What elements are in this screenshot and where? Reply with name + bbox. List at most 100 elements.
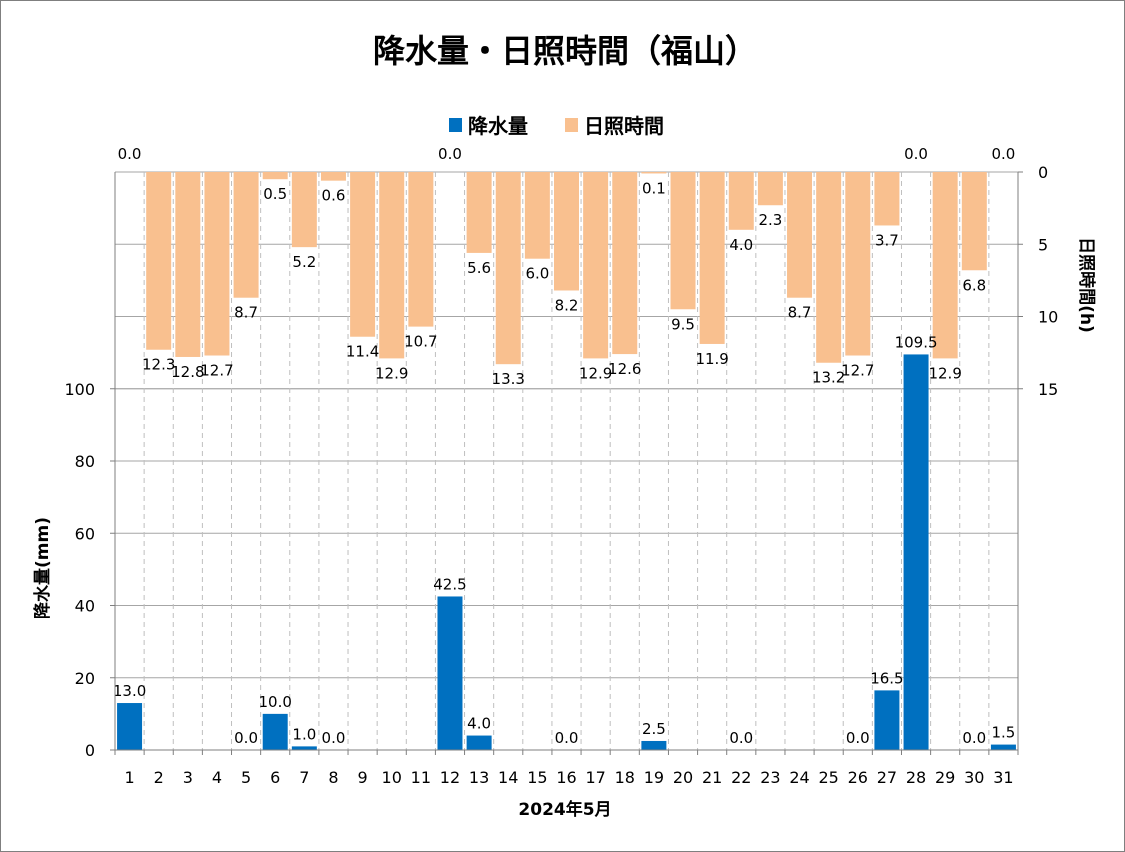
x-tick-label: 24 xyxy=(789,768,809,787)
sunshine-bar xyxy=(146,172,172,350)
sunshine-bar xyxy=(466,172,492,253)
sunshine-value-label: 9.5 xyxy=(671,315,695,333)
x-tick-label: 31 xyxy=(993,768,1013,787)
sunshine-value-label: 0.0 xyxy=(904,145,928,163)
legend-label-sun: 日照時間 xyxy=(584,114,664,138)
legend-label-rain: 降水量 xyxy=(468,114,528,138)
left-tick-label: 80 xyxy=(75,452,95,471)
x-tick-label: 16 xyxy=(556,768,576,787)
sunshine-bar xyxy=(728,172,754,230)
sunshine-bar xyxy=(175,172,201,357)
sunshine-bar xyxy=(291,172,317,248)
sunshine-bar xyxy=(641,172,667,174)
sunshine-bar xyxy=(612,172,638,355)
precipitation-value-label: 0.0 xyxy=(729,729,753,747)
precipitation-bar xyxy=(437,596,463,750)
precipitation-value-label: 4.0 xyxy=(467,715,491,733)
x-tick-label: 14 xyxy=(498,768,518,787)
right-axis-title: 日照時間(h) xyxy=(1076,237,1097,333)
sunshine-value-label: 3.7 xyxy=(875,231,899,249)
data-labels: 0.012.312.812.78.70.55.20.611.412.910.70… xyxy=(113,145,1016,747)
sunshine-value-label: 0.0 xyxy=(118,145,142,163)
precipitation-value-label: 0.0 xyxy=(962,729,986,747)
sunshine-value-label: 12.6 xyxy=(608,360,641,378)
sunshine-bar xyxy=(787,172,813,298)
sunshine-value-label: 12.9 xyxy=(375,364,408,382)
left-axis-title: 降水量(mm) xyxy=(32,517,53,619)
right-tick-label: 5 xyxy=(1038,235,1048,254)
sunshine-value-label: 6.0 xyxy=(525,265,549,283)
sunshine-value-label: 5.6 xyxy=(467,259,491,277)
x-tick-label: 11 xyxy=(411,768,431,787)
x-tick-label: 30 xyxy=(964,768,984,787)
sunshine-bar xyxy=(320,172,346,181)
sunshine-value-label: 0.1 xyxy=(642,179,666,197)
x-tick-label: 9 xyxy=(358,768,368,787)
sunshine-value-label: 0.0 xyxy=(438,145,462,163)
x-tick-label: 2 xyxy=(154,768,164,787)
x-tick-label: 15 xyxy=(527,768,547,787)
sunshine-bar xyxy=(583,172,609,359)
precipitation-value-label: 0.0 xyxy=(234,729,258,747)
sunshine-bar xyxy=(524,172,550,259)
x-axis-title: 2024年5月 xyxy=(518,799,611,820)
x-tick-label: 28 xyxy=(906,768,926,787)
x-tick-label: 26 xyxy=(848,768,868,787)
legend-swatch-sun xyxy=(565,118,578,132)
legend-swatch-rain xyxy=(449,118,462,132)
sunshine-value-label: 11.9 xyxy=(695,350,728,368)
chart-title: 降水量・日照時間（福山） xyxy=(373,32,757,70)
x-tick-label: 27 xyxy=(877,768,897,787)
sunshine-value-label: 12.7 xyxy=(200,362,233,380)
sunshine-value-label: 12.9 xyxy=(928,364,961,382)
sunshine-value-label: 8.7 xyxy=(788,304,812,322)
x-tick-label: 6 xyxy=(270,768,280,787)
sunshine-bar xyxy=(932,172,958,359)
sunshine-bar xyxy=(495,172,521,365)
sunshine-value-label: 12.8 xyxy=(171,363,204,381)
precipitation-bar xyxy=(903,354,929,750)
sunshine-value-label: 8.7 xyxy=(234,304,258,322)
sunshine-bar xyxy=(757,172,783,206)
precipitation-value-label: 109.5 xyxy=(895,333,938,351)
sunshine-bar xyxy=(816,172,842,363)
sunshine-bar xyxy=(874,172,900,226)
sunshine-value-label: 5.2 xyxy=(292,253,316,271)
sunshine-bar xyxy=(845,172,871,356)
sunshine-value-label: 6.8 xyxy=(962,276,986,294)
sunshine-bar xyxy=(670,172,696,310)
left-tick-label: 20 xyxy=(75,669,95,688)
x-tick-label: 25 xyxy=(818,768,838,787)
x-tick-label: 20 xyxy=(673,768,693,787)
sunshine-value-label: 12.3 xyxy=(142,356,175,374)
sunshine-value-label: 4.0 xyxy=(729,236,753,254)
precipitation-bar xyxy=(291,746,317,750)
sunshine-value-label: 8.2 xyxy=(555,296,579,314)
sunshine-value-label: 0.6 xyxy=(322,187,346,205)
precipitation-value-label: 2.5 xyxy=(642,720,666,738)
precipitation-bar xyxy=(262,713,288,750)
sunshine-bar xyxy=(554,172,579,291)
legend: 降水量 日照時間 xyxy=(449,114,664,138)
x-tick-label: 12 xyxy=(440,768,460,787)
right-tick-label: 15 xyxy=(1038,380,1058,399)
sunshine-series xyxy=(146,172,987,365)
right-tick-label: 0 xyxy=(1038,163,1048,182)
x-tick-label: 10 xyxy=(382,768,402,787)
sunshine-bar xyxy=(699,172,725,344)
precipitation-value-label: 0.0 xyxy=(555,729,579,747)
sunshine-value-label: 13.2 xyxy=(812,369,845,387)
precipitation-bar xyxy=(466,735,492,750)
precipitation-value-label: 0.0 xyxy=(846,729,870,747)
sunshine-bar xyxy=(379,172,405,359)
sunshine-bar xyxy=(408,172,434,327)
sunshine-value-label: 13.3 xyxy=(492,370,525,388)
left-tick-label: 0 xyxy=(85,741,95,760)
sunshine-bar xyxy=(262,172,288,180)
x-tick-label: 17 xyxy=(585,768,605,787)
x-tick-label: 7 xyxy=(299,768,309,787)
x-tick-label: 13 xyxy=(469,768,489,787)
